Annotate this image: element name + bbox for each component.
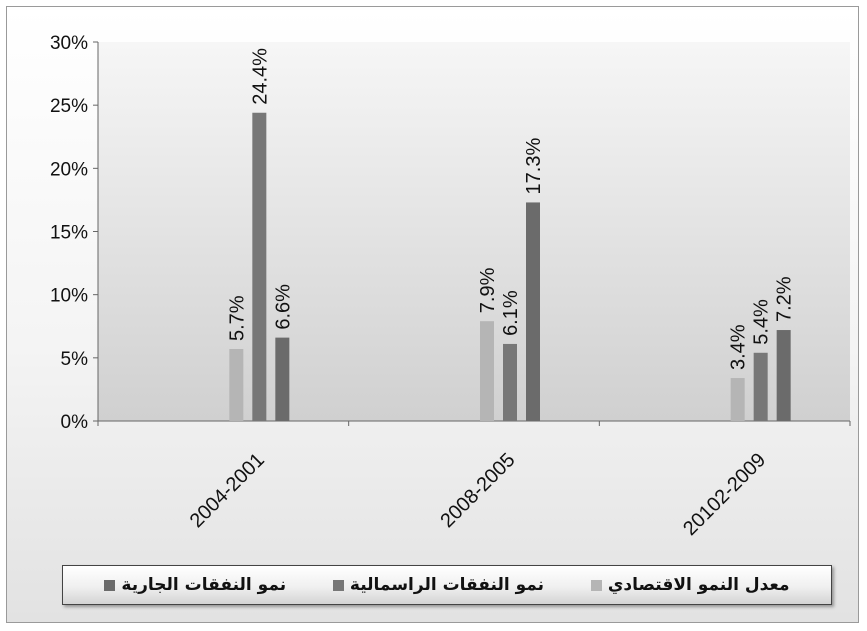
bar <box>503 343 517 421</box>
legend-label-current-spending: نمو النفقات الجارية <box>121 575 287 595</box>
x-category-label: 2004-2001 <box>186 449 269 532</box>
y-tick-label: 5% <box>61 349 89 370</box>
x-category-label: 2008-2005 <box>436 449 519 532</box>
plot-area <box>98 42 850 421</box>
legend-swatch-economic-growth <box>590 579 602 591</box>
y-tick-label: 25% <box>50 96 88 117</box>
bar <box>776 330 791 421</box>
data-label: 5.4% <box>751 299 773 345</box>
y-tick-label: 20% <box>50 159 88 180</box>
bar <box>480 321 494 421</box>
legend-entry-economic-growth: معدل النمو الاقتصادي <box>590 575 790 595</box>
y-tick-label: 15% <box>50 223 88 244</box>
data-label: 17.3% <box>523 138 545 195</box>
data-label: 7.2% <box>774 276 796 322</box>
legend-swatch-current-spending <box>104 579 116 591</box>
legend-entry-current-spending: نمو النفقات الجارية <box>104 575 286 595</box>
bar <box>753 352 768 421</box>
bar <box>275 337 290 421</box>
x-category-label: 20102-2009 <box>679 449 770 540</box>
y-tick-label: 10% <box>50 286 88 307</box>
bar <box>526 202 540 421</box>
data-label: 5.7% <box>226 295 248 341</box>
data-label: 6.6% <box>272 284 294 330</box>
legend-swatch-capital-spending <box>332 579 344 591</box>
bar <box>252 112 267 421</box>
data-label: 6.1% <box>500 290 522 336</box>
bar <box>730 378 745 421</box>
legend-label-capital-spending: نمو النفقات الراسمالية <box>349 575 545 595</box>
y-tick-label: 30% <box>50 33 88 54</box>
legend: معدل النمو الاقتصادي نمو النفقات الراسما… <box>62 565 832 605</box>
data-label: 24.4% <box>249 48 271 105</box>
legend-entry-capital-spending: نمو النفقات الراسمالية <box>332 575 545 595</box>
data-label: 7.9% <box>477 267 499 313</box>
legend-label-economic-growth: معدل النمو الاقتصادي <box>607 575 790 595</box>
data-label: 3.4% <box>728 324 750 370</box>
bar <box>229 348 244 421</box>
y-tick-label: 0% <box>61 412 89 433</box>
